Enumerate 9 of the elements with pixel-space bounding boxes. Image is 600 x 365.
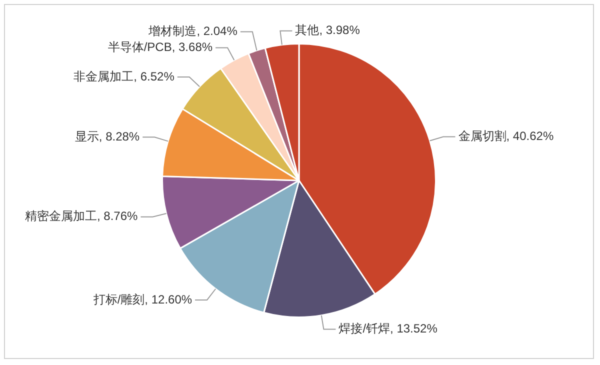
slice-label: 打标/雕刻, 12.60% xyxy=(92,292,192,306)
slice-label: 精密金属加工, 8.76% xyxy=(25,209,138,224)
slice-label: 其他, 3.98% xyxy=(295,23,360,38)
slice-label: 半导体/PCB, 3.68% xyxy=(108,40,213,54)
slice-label: 非金属加工, 6.52% xyxy=(74,69,175,84)
slice-label: 金属切割, 40.62% xyxy=(458,129,554,144)
slice-label: 增材制造, 2.04% xyxy=(148,24,238,38)
slice-label: 显示, 8.28% xyxy=(74,129,140,144)
slice-label: 焊接/钎焊, 13.52% xyxy=(338,322,438,336)
